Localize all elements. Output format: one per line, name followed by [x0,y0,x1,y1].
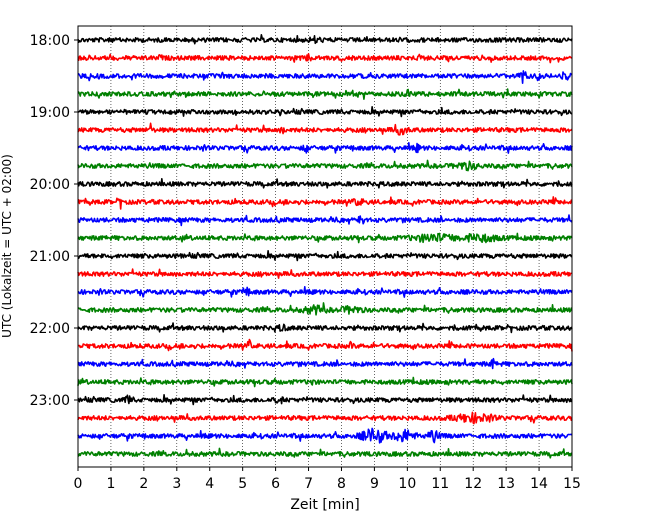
trace-line [77,70,573,84]
trace-line [77,34,573,45]
x-tick-label: 4 [205,476,214,492]
x-tick-label: 6 [271,476,280,492]
trace-line [77,302,573,316]
x-tick-label: 5 [238,476,247,492]
trace-line [77,338,573,352]
x-tick-label: 12 [464,476,482,492]
y-tick-label: 19:00 [30,105,70,121]
trace-line [77,394,573,406]
x-tick-label: 3 [172,476,181,492]
trace-line [77,411,573,425]
trace-line [77,286,573,298]
y-axis-ticks: 18:00 19:00 20:00 21:00 22:00 23:00 [30,33,78,409]
y-tick-label: 23:00 [30,393,70,409]
trace-line [77,268,573,279]
trace-line [77,88,573,100]
y-tick-label: 22:00 [30,321,70,337]
trace-line [77,106,573,118]
x-tick-label: 15 [563,476,581,492]
x-tick-label: 9 [370,476,379,492]
seismogram-traces [77,34,573,459]
x-tick-label: 7 [304,476,313,492]
trace-line [77,447,573,459]
x-tick-label: 11 [431,476,449,492]
x-axis-label: Zeit [min] [290,497,359,513]
x-tick-label: 0 [74,476,83,492]
y-tick-label: 18:00 [30,33,70,49]
x-tick-label: 1 [106,476,115,492]
trace-line [77,159,573,172]
trace-line [77,214,573,227]
trace-line [77,376,573,388]
trace-line [77,196,573,210]
trace-line [77,178,573,189]
plot-frame [77,25,573,468]
x-tick-label: 14 [530,476,548,492]
x-tick-label: 8 [337,476,346,492]
x-tick-label: 2 [139,476,148,492]
x-tick-label: 13 [497,476,515,492]
trace-line [77,232,573,244]
y-axis-label: UTC (Lokalzeit = UTC + 02:00) [0,154,14,338]
trace-line [77,53,573,64]
trace-line [77,250,573,262]
x-tick-label: 10 [398,476,416,492]
x-axis-ticks: 0 1 2 3 4 5 6 7 8 9 10 11 12 13 14 15 [74,467,581,492]
trace-line [77,142,573,154]
trace-line [77,122,573,136]
trace-line [77,427,573,444]
y-tick-label: 20:00 [30,177,70,193]
trace-line [77,357,573,370]
trace-line [77,322,573,334]
y-tick-label: 21:00 [30,249,70,265]
